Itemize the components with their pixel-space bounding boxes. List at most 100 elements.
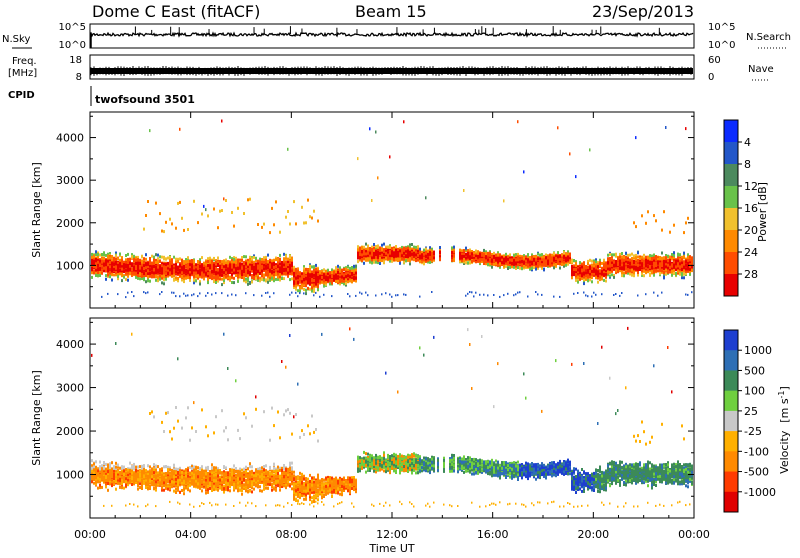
echo-cell [307, 269, 309, 272]
echo-cell [125, 266, 127, 269]
echo-cell [149, 280, 151, 283]
echo-cell [149, 272, 151, 275]
echo-cell [153, 269, 155, 272]
echo-cell [223, 197, 225, 200]
echo-cell [133, 255, 135, 258]
echo-cell [249, 266, 251, 269]
echo-cell [429, 261, 431, 264]
echo-cell [271, 262, 273, 265]
echo-cell [153, 256, 155, 259]
echo-cell [267, 292, 269, 294]
echo-cell [355, 277, 357, 280]
echo-cell [289, 294, 291, 296]
echo-cell [371, 261, 373, 264]
echo-cell [199, 258, 201, 261]
echo-cell [373, 254, 375, 257]
freq-strip-frame [90, 55, 694, 79]
echo-cell [163, 282, 165, 285]
echo-cell [157, 279, 159, 282]
echo-cell [103, 257, 105, 260]
echo-cell [157, 276, 159, 279]
echo-cell [151, 255, 153, 258]
echo-cell [179, 274, 181, 277]
echo-cell [343, 268, 345, 271]
echo-cell [141, 270, 143, 273]
echo-cell [415, 253, 417, 256]
echo-cell [117, 257, 119, 260]
echo-cell [307, 275, 309, 278]
echo-cell [127, 269, 129, 272]
echo-cell [159, 212, 161, 215]
echo-cell [401, 254, 403, 257]
echo-cell [273, 266, 275, 269]
echo-cell [215, 281, 217, 284]
echo-cell [207, 278, 209, 281]
echo-cell [119, 259, 121, 262]
echo-cell [103, 267, 105, 270]
echo-cell [269, 231, 271, 234]
echo-cell [411, 256, 413, 259]
echo-cell [197, 295, 199, 297]
echo-cell [105, 274, 107, 277]
echo-cell [451, 259, 453, 262]
echo-cell [169, 218, 171, 221]
echo-cell [389, 246, 391, 249]
echo-cell [225, 271, 227, 274]
echo-cell [399, 262, 401, 265]
echo-cell [459, 249, 461, 252]
echo-cell [421, 256, 423, 259]
echo-cell [241, 256, 243, 259]
echo-cell [407, 252, 409, 255]
echo-cell [367, 245, 369, 248]
echo-cell [121, 268, 123, 271]
echo-cell [151, 275, 153, 278]
echo-cell [225, 259, 227, 262]
echo-cell [185, 265, 187, 268]
echo-cell [143, 272, 145, 275]
echo-cell [243, 255, 245, 258]
echo-cell [213, 276, 215, 279]
echo-cell [95, 269, 97, 272]
echo-cell [277, 258, 279, 261]
echo-cell [279, 231, 281, 234]
echo-cell [145, 266, 147, 269]
echo-cell [375, 245, 377, 248]
echo-cell [243, 265, 245, 268]
echo-cell [193, 281, 195, 284]
echo-cell [407, 258, 409, 261]
echo-cell [203, 262, 205, 265]
echo-cell [173, 269, 175, 272]
echo-cell [461, 249, 463, 252]
freq-tick-bottom: 8 [76, 72, 82, 83]
echo-cell [429, 251, 431, 254]
nsearch-label: N.Search [746, 32, 791, 43]
echo-cell [113, 268, 115, 271]
echo-cell [157, 257, 159, 260]
echo-cell [147, 275, 149, 278]
echo-cell [377, 259, 379, 262]
echo-cell [273, 223, 275, 226]
echo-cell [253, 277, 255, 280]
echo-cell [187, 267, 189, 270]
echo-cell [115, 254, 117, 257]
echo-cell [369, 260, 371, 263]
echo-cell [131, 256, 133, 259]
echo-cell [255, 263, 257, 266]
echo-cell [375, 131, 377, 134]
echo-cell [99, 260, 101, 263]
echo-cell [357, 248, 359, 251]
echo-cell [225, 199, 227, 202]
echo-cell [161, 281, 163, 284]
echo-cell [419, 250, 421, 253]
echo-cell [361, 250, 363, 253]
echo-cell [139, 267, 141, 270]
echo-cell [179, 128, 181, 131]
echo-cell [109, 261, 111, 264]
echo-cell [425, 255, 427, 258]
echo-cell [257, 270, 259, 273]
echo-cell [349, 267, 351, 270]
echo-cell [387, 249, 389, 252]
echo-cell [321, 281, 323, 284]
echo-cell [313, 284, 315, 287]
